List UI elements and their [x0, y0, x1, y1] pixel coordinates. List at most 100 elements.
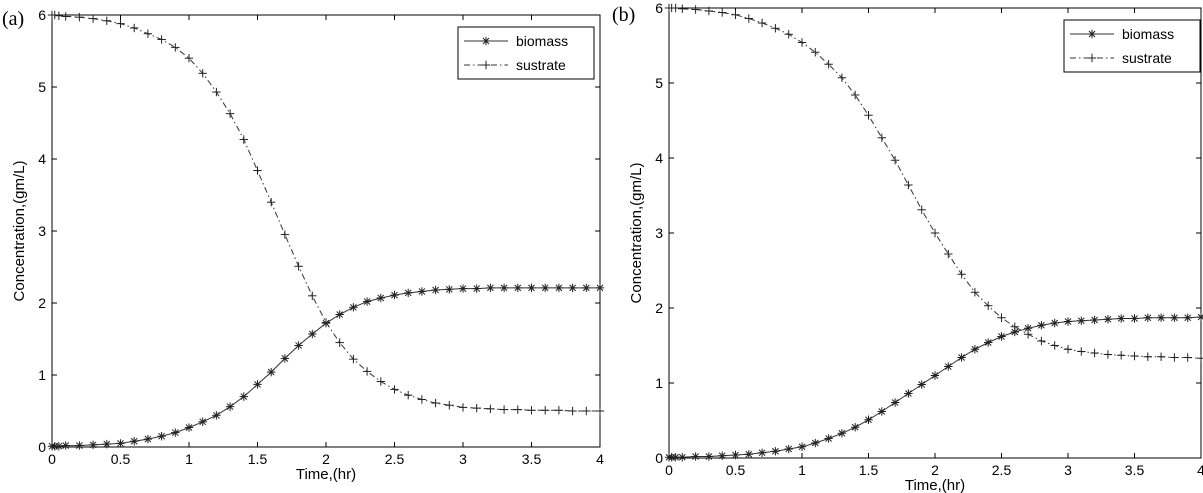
data-point-biomass [1196, 312, 1203, 322]
data-point-biomass [890, 398, 900, 407]
data-point-biomass [957, 353, 966, 362]
data-point-biomass [212, 411, 221, 420]
x-tick-label: 1.5 [859, 462, 879, 478]
data-point-sustrate [877, 133, 886, 142]
data-point-biomass [1130, 314, 1139, 323]
data-point-sustrate [671, 3, 680, 13]
data-point-sustrate [362, 367, 372, 376]
data-point-biomass [718, 451, 727, 460]
data-point-biomass [486, 283, 495, 293]
data-point-sustrate [554, 406, 564, 415]
x-tick-label: 2.5 [385, 451, 405, 467]
data-point-biomass [1117, 314, 1126, 323]
data-point-biomass [225, 402, 235, 411]
data-point-sustrate [784, 30, 793, 39]
x-tick-label: 1.5 [248, 451, 268, 467]
data-point-sustrate [1117, 351, 1126, 360]
data-point-sustrate [404, 390, 413, 400]
data-point-biomass [1090, 315, 1099, 325]
data-point-sustrate [499, 405, 509, 414]
data-point-biomass [1037, 321, 1046, 330]
data-point-biomass [527, 283, 536, 293]
data-point-sustrate [718, 8, 727, 17]
data-point-biomass [541, 283, 550, 293]
data-point-sustrate [157, 35, 166, 44]
data-point-sustrate [691, 5, 700, 14]
data-point-biomass [704, 452, 714, 461]
data-point-biomass [851, 423, 860, 432]
data-point-biomass [54, 442, 64, 451]
data-point-sustrate [1103, 350, 1113, 359]
data-point-sustrate [704, 6, 714, 16]
data-point-sustrate [75, 12, 84, 22]
legend-label-biomass: biomass [1122, 26, 1174, 42]
data-point-biomass [239, 392, 248, 401]
x-tick-label: 1 [798, 462, 806, 478]
data-point-sustrate [61, 12, 70, 21]
data-point-sustrate [102, 16, 111, 25]
data-point-sustrate [294, 262, 303, 271]
data-point-sustrate [811, 48, 820, 57]
data-point-sustrate [184, 54, 194, 63]
y-tick-label: 5 [655, 75, 663, 91]
data-point-biomass [499, 283, 509, 293]
data-point-biomass [308, 329, 317, 339]
data-point-sustrate [1023, 330, 1033, 339]
data-point-biomass [458, 284, 468, 293]
data-point-sustrate [527, 406, 536, 415]
x-tick-label: 3.5 [522, 451, 542, 467]
x-tick-label: 4 [596, 451, 604, 467]
data-point-biomass [198, 417, 207, 426]
y-tick-label: 3 [655, 225, 663, 241]
series-sustrate [664, 3, 1203, 363]
data-point-sustrate [824, 60, 833, 69]
x-tick-label: 0.5 [726, 462, 746, 478]
data-point-sustrate [1156, 352, 1166, 361]
data-point-biomass [417, 287, 427, 296]
data-point-biomass [797, 442, 807, 451]
data-point-sustrate [1010, 322, 1019, 331]
data-point-biomass [362, 297, 372, 306]
data-point-sustrate [54, 11, 64, 20]
data-point-sustrate [513, 405, 522, 414]
data-point-biomass [757, 448, 767, 457]
y-tick-label: 6 [655, 0, 663, 16]
data-point-sustrate [280, 230, 290, 239]
data-point-sustrate [930, 228, 940, 238]
data-point-sustrate [390, 385, 399, 394]
data-point-sustrate [1170, 353, 1179, 362]
data-point-sustrate [171, 43, 180, 52]
data-point-biomass [349, 303, 358, 312]
data-point-biomass [1077, 316, 1086, 325]
data-point-biomass [984, 338, 993, 347]
data-point-biomass [691, 452, 700, 461]
y-tick-label: 1 [38, 367, 46, 383]
legend-marker-biomass [1087, 29, 1097, 39]
data-point-sustrate [1130, 351, 1139, 361]
data-point-sustrate [797, 38, 807, 47]
data-point-biomass [253, 380, 262, 389]
legend-marker-biomass [481, 36, 491, 46]
data-point-sustrate [1090, 348, 1099, 358]
data-point-biomass [917, 380, 926, 389]
data-point-sustrate [541, 406, 550, 415]
data-point-biomass [864, 415, 873, 424]
x-tick-label: 3.5 [1125, 462, 1145, 478]
data-point-sustrate [970, 288, 980, 297]
data-point-biomass [61, 441, 70, 450]
data-point-biomass [267, 367, 276, 377]
data-point-sustrate [904, 180, 913, 190]
data-point-sustrate [997, 313, 1006, 322]
data-point-sustrate [458, 403, 468, 412]
y-tick-label: 2 [38, 295, 46, 311]
data-point-biomass [1183, 313, 1192, 322]
data-point-biomass [294, 341, 303, 350]
data-point-sustrate [1063, 345, 1073, 354]
data-point-biomass [824, 434, 833, 443]
data-point-biomass [678, 453, 687, 462]
data-point-sustrate [198, 69, 207, 78]
x-axis-label: Time,(hr) [905, 477, 965, 493]
data-point-biomass [1103, 315, 1113, 324]
data-point-sustrate [771, 24, 780, 33]
